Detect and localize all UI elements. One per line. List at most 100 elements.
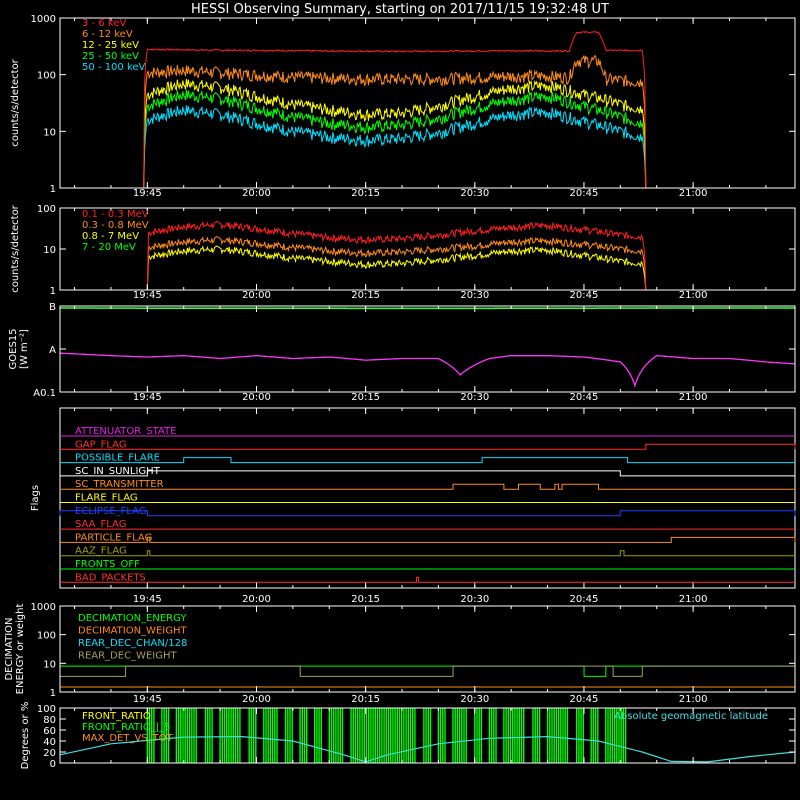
x-tick-label: 20:15 <box>351 594 380 605</box>
flag-label: GAP_FLAG <box>75 439 127 450</box>
legend-entry: MAX_DET_VS_TOT <box>82 733 174 744</box>
flag-trace <box>60 443 796 450</box>
flag-label: POSSIBLE_FLARE <box>75 453 160 464</box>
x-tick-label: 20:00 <box>242 594 271 605</box>
legend-entry: 7 - 20 MeV <box>82 242 136 253</box>
y-axis-label: counts/s/detector <box>10 204 21 292</box>
legend-entry: 50 - 100 keV <box>82 62 146 73</box>
y-tick-label: 1000 <box>31 14 56 25</box>
flag-label: SAA_FLAG <box>75 519 126 530</box>
x-tick-label: 21:00 <box>679 392 708 403</box>
x-tick-label: 20:45 <box>570 694 599 705</box>
series-line <box>60 665 795 677</box>
y-axis-label: GOES15 <box>8 328 19 369</box>
x-tick-label: 19:45 <box>133 188 162 199</box>
y-tick-label: 100 <box>37 631 56 642</box>
y-axis-label: counts/s/detector <box>10 58 21 146</box>
legend-entry: FRONT_RATIO_|_5 <box>82 722 170 733</box>
panel-frame <box>59 17 796 189</box>
y-tick-label: 0 <box>50 759 56 770</box>
flag-label: FLARE_FLAG <box>75 493 138 504</box>
y-tick-label: 1 <box>50 688 56 699</box>
x-tick-label: 21:00 <box>679 694 708 705</box>
y-tick-label: A0.1 <box>33 388 56 399</box>
x-tick-label: 20:15 <box>351 290 380 301</box>
y-tick-label: 10 <box>43 659 56 670</box>
y-tick-label: 1 <box>50 286 56 297</box>
legend-entry: DECIMATION_ENERGY <box>78 613 187 624</box>
series-line <box>143 89 647 189</box>
x-tick-label: 21:00 <box>679 188 708 199</box>
series-line <box>146 220 647 291</box>
x-tick-label: 19:45 <box>133 392 162 403</box>
legend-entry: 0.8 - 7 MeV <box>82 231 139 242</box>
y-axis-unit: [W m⁻²] <box>19 329 30 369</box>
x-tick-label: 20:00 <box>242 290 271 301</box>
x-tick-label: 21:00 <box>679 594 708 605</box>
legend-entry: 12 - 25 keV <box>82 40 139 51</box>
flag-label: SC_IN_SUNLIGHT <box>75 466 161 477</box>
x-tick-label: 20:45 <box>570 290 599 301</box>
panel-lightcurve-high-energy: 19:45 20:00 20:15 20:30 20:45 21:00 1 10 100 coun… <box>10 204 796 301</box>
panel-frame <box>59 305 796 393</box>
series-line <box>143 78 647 189</box>
flag-label: BAD_PACKETS <box>75 572 146 583</box>
x-tick-label: 20:30 <box>460 188 489 199</box>
flag-trace <box>60 470 795 477</box>
panel-flags: 19:45 20:00 20:15 20:30 20:45 21:00 ATTENUATOR… <box>30 407 796 605</box>
x-tick-label: 19:45 <box>133 290 162 301</box>
y-tick-label: 80 <box>43 715 56 726</box>
y-tick-label: 10 <box>43 127 56 138</box>
y-tick-label: 1000 <box>31 602 56 613</box>
x-tick-label: 20:15 <box>351 694 380 705</box>
flag-trace <box>60 550 795 557</box>
panel-frame <box>59 707 796 764</box>
x-tick-label: 19:45 <box>133 694 162 705</box>
y-axis-label: Degrees or % <box>20 702 31 770</box>
y-tick-label: 100 <box>37 204 56 215</box>
x-tick-label: 20:00 <box>242 694 271 705</box>
y-tick-label: 20 <box>43 748 56 759</box>
flag-trace <box>60 536 796 543</box>
y-tick-label: 100 <box>37 704 56 715</box>
legend-entry: REAR_DEC_WEIGHT <box>78 651 177 662</box>
y-axis-label: Flags <box>30 485 41 511</box>
legend-entry: DECIMATION_WEIGHT <box>78 626 187 637</box>
legend-entry: REAR_DEC_CHAN/128 <box>78 638 187 649</box>
figure-title: HESSI Observing Summary, starting on 201… <box>191 2 609 17</box>
flag-trace <box>60 457 795 464</box>
x-tick-label: 20:30 <box>460 290 489 301</box>
x-tick-label: 20:30 <box>460 694 489 705</box>
flag-trace <box>59 510 796 517</box>
y-tick-label: 60 <box>43 726 56 737</box>
legend-entry: 3 - 6 keV <box>82 18 126 29</box>
x-tick-label: 20:45 <box>570 188 599 199</box>
panel-frame <box>59 407 796 589</box>
series-line <box>60 352 795 388</box>
legend-entry: Absolute geomagnetic latitude <box>614 711 768 722</box>
x-tick-label: 20:30 <box>460 392 489 403</box>
x-tick-label: 20:15 <box>351 392 380 403</box>
flag-label: FRONTS_OFF <box>75 559 140 570</box>
y-tick-label: B <box>49 302 56 313</box>
flag-trace <box>60 483 795 490</box>
series-line <box>60 665 795 677</box>
legend-entry: FRONT_RATIO <box>82 711 151 722</box>
y-tick-label: 40 <box>43 737 56 748</box>
x-tick-label: 21:00 <box>679 290 708 301</box>
y-tick-label: A <box>49 345 56 356</box>
legend-entry: 0.1 - 0.3 MeV <box>82 209 149 220</box>
x-tick-label: 20:30 <box>460 594 489 605</box>
y-axis-label: ENERGY or weight <box>15 604 26 695</box>
x-tick-label: 19:45 <box>133 594 162 605</box>
y-tick-label: 100 <box>37 71 56 82</box>
panel-goes: 19:45 20:00 20:15 20:30 20:45 21:00 A0.1 A B GOES… <box>8 302 796 403</box>
flag-trace <box>60 576 795 583</box>
x-tick-label: 20:00 <box>242 392 271 403</box>
x-tick-label: 20:15 <box>351 188 380 199</box>
panels: 19:45 20:00 20:15 20:30 20:45 21:001101001000… <box>4 14 796 770</box>
y-tick-label: 10 <box>43 245 56 256</box>
flag-label: AAZ_FLAG <box>75 546 127 557</box>
